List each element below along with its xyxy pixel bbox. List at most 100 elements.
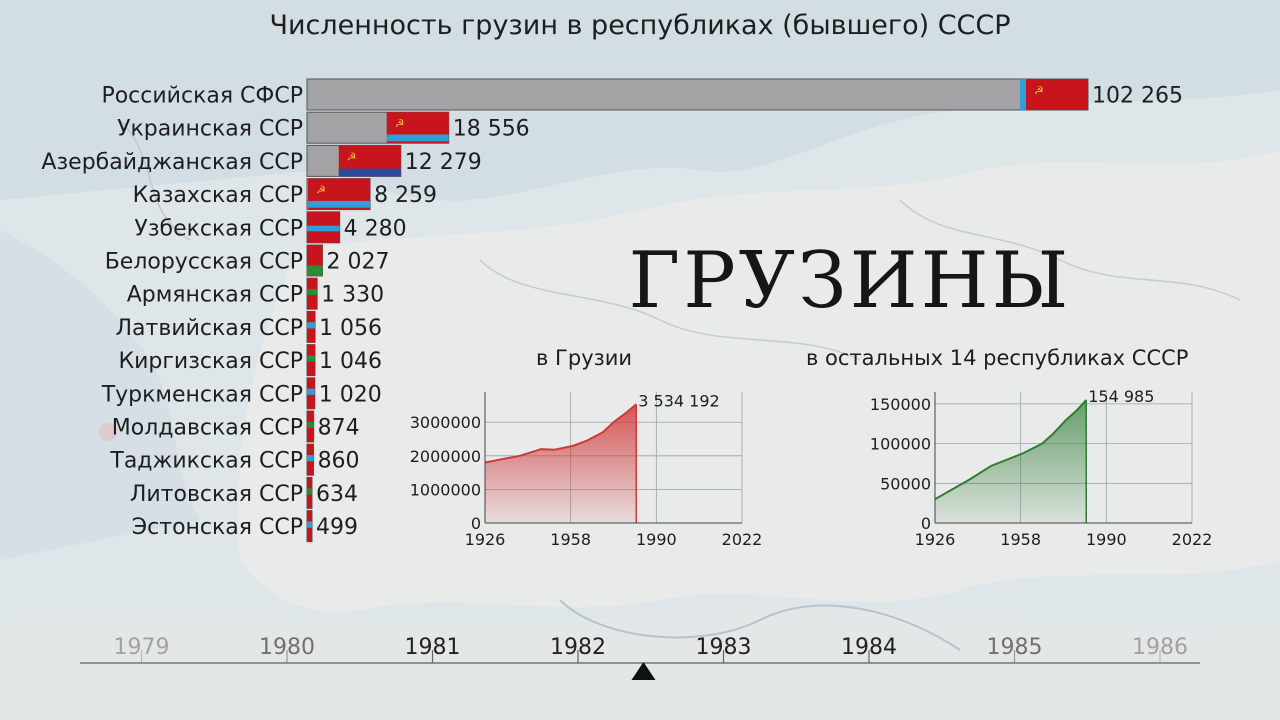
bar-flag-stripe: [386, 134, 449, 142]
area-line: [484, 403, 637, 464]
bar-group: Киргизская ССР 1 046: [118, 344, 382, 377]
mini-chart-title-georgia: в Грузии: [536, 346, 633, 370]
bar-flag-stripe: [307, 322, 316, 329]
area-fill: [485, 404, 637, 523]
bar-flag-stripe: [307, 488, 312, 495]
timeline-year-label[interactable]: 1982: [550, 635, 606, 660]
timeline-year-label[interactable]: 1983: [696, 635, 752, 660]
timeline-marker-icon[interactable]: [631, 662, 656, 680]
x-tick-label: 1990: [1086, 530, 1127, 549]
bar-flag: [1026, 79, 1088, 110]
category-label: Молдавская ССР: [112, 416, 303, 441]
bar-flag-stripe: [308, 200, 371, 208]
bar-flag-stripe: [307, 421, 314, 429]
category-label: Эстонская ССР: [132, 515, 303, 540]
area-line: [934, 399, 1087, 501]
category-label: Украинская ССР: [117, 117, 303, 142]
bar-group: Латвийская ССР 1 056: [116, 310, 382, 343]
y-tick-label: 100000: [870, 435, 931, 454]
hammer-sickle-icon: ☭: [316, 184, 326, 197]
area-chart-other-republics: 1926 1958 1990 2022 0 50000 100000 150000 154 98…: [870, 387, 1213, 549]
bar-group: Туркменская ССР 1 020: [101, 377, 382, 410]
y-tick-label: 0: [921, 514, 931, 533]
hammer-sickle-icon: ☭: [395, 117, 405, 130]
value-label: 102 265: [1092, 84, 1183, 109]
bar-group: Украинская ССР ☭ 18 556: [117, 111, 530, 144]
category-label: Узбекская ССР: [134, 216, 303, 241]
bar-group: Литовская ССР 634: [130, 476, 358, 509]
end-value-label: 3 534 192: [638, 391, 719, 410]
bar-flag-stripe: [307, 265, 323, 276]
area-fill: [935, 399, 1087, 523]
bar-flag-stripe: [307, 225, 340, 232]
bar-flag-stripe: [307, 289, 318, 296]
mini-chart-title-other-republics: в остальных 14 республиках СССР: [806, 346, 1189, 370]
bar-group: Таджикская ССР 860: [109, 443, 360, 476]
category-label: Киргизская ССР: [118, 349, 303, 374]
value-label: 2 027: [326, 250, 389, 275]
x-tick-label: 1990: [636, 530, 677, 549]
value-label: 1 056: [319, 316, 382, 341]
bar-flag-stripe: [307, 455, 314, 462]
category-label: Литовская ССР: [130, 482, 303, 507]
value-label: 499: [316, 515, 358, 540]
timeline[interactable]: 1979 1980 1981 1982 1983 1984 1985 1986: [0, 620, 1280, 720]
y-tick-label: 50000: [880, 474, 931, 493]
bar-flag-stripe: [338, 168, 401, 177]
x-tick-label: 1958: [550, 530, 591, 549]
bar-group: Казахская ССР ☭ 8 259: [133, 178, 437, 211]
bar-group: Российская СФСР ☭ 102 265: [101, 78, 1183, 111]
timeline-year-label[interactable]: 1979: [114, 635, 170, 660]
value-label: 12 279: [405, 150, 482, 175]
timeline-year-label[interactable]: 1984: [841, 635, 897, 660]
category-label: Латвийская ССР: [116, 316, 303, 341]
y-tick-label: 150000: [870, 395, 931, 414]
category-label: Таджикская ССР: [109, 449, 303, 474]
bar-flag-stripe: [307, 521, 312, 528]
x-tick-label: 1926: [465, 530, 506, 549]
category-label: Российская СФСР: [101, 84, 303, 109]
value-label: 18 556: [453, 117, 530, 142]
category-label: Армянская ССР: [127, 283, 303, 308]
bar-group: Армянская ССР 1 330: [127, 277, 384, 310]
hammer-sickle-icon: ☭: [347, 150, 357, 163]
value-label: 634: [316, 482, 358, 507]
area-chart-georgia: 1926 1958 1990 2022 0 1000000 2000000 3000000 3 …: [410, 391, 763, 549]
end-value-label: 154 985: [1088, 387, 1154, 406]
bar-group: Азербайджанская ССР ☭ 12 279: [41, 144, 482, 177]
value-label: 860: [318, 449, 360, 474]
timeline-year-label[interactable]: 1986: [1132, 635, 1188, 660]
value-label: 4 280: [344, 216, 407, 241]
category-label: Казахская ССР: [133, 183, 303, 208]
category-label: Туркменская ССР: [101, 382, 303, 407]
timeline-year-label[interactable]: 1985: [987, 635, 1043, 660]
bar-group: Молдавская ССР 874: [112, 410, 360, 443]
x-tick-label: 2022: [722, 530, 763, 549]
x-tick-label: 2022: [1172, 530, 1213, 549]
category-label: Азербайджанская ССР: [41, 150, 303, 175]
y-tick-label: 0: [471, 514, 481, 533]
bar: [306, 78, 1089, 111]
bar-group: Белорусская ССР 2 027: [105, 244, 389, 277]
x-tick-label: 1958: [1000, 530, 1041, 549]
y-tick-label: 3000000: [410, 413, 481, 432]
bar-chart: Российская СФСР ☭ 102 265 Украинская ССР ☭ 18…: [41, 78, 1183, 543]
y-tick-label: 2000000: [410, 447, 481, 466]
y-tick-label: 1000000: [410, 480, 481, 499]
value-label: 1 020: [319, 382, 382, 407]
chart-title: Численность грузин в республиках (бывшег…: [269, 10, 1011, 41]
category-label: Белорусская ССР: [105, 250, 303, 275]
bar-group: Узбекская ССР 4 280: [134, 211, 407, 244]
x-tick-label: 1926: [915, 530, 956, 549]
bar-flag-stripe: [307, 355, 315, 362]
timeline-year-label[interactable]: 1980: [259, 635, 315, 660]
bar-flag-stripe: [1020, 79, 1026, 110]
hammer-sickle-icon: ☭: [1034, 84, 1044, 97]
bar-flag-stripe: [307, 388, 315, 395]
bar-group: Эстонская ССР 499: [132, 510, 358, 543]
value-label: 874: [318, 416, 360, 441]
timeline-year-label[interactable]: 1981: [405, 635, 461, 660]
value-label: 8 259: [374, 183, 437, 208]
value-label: 1 330: [321, 283, 384, 308]
ethnic-group-heading: ГРУЗИНЫ: [628, 236, 1072, 326]
